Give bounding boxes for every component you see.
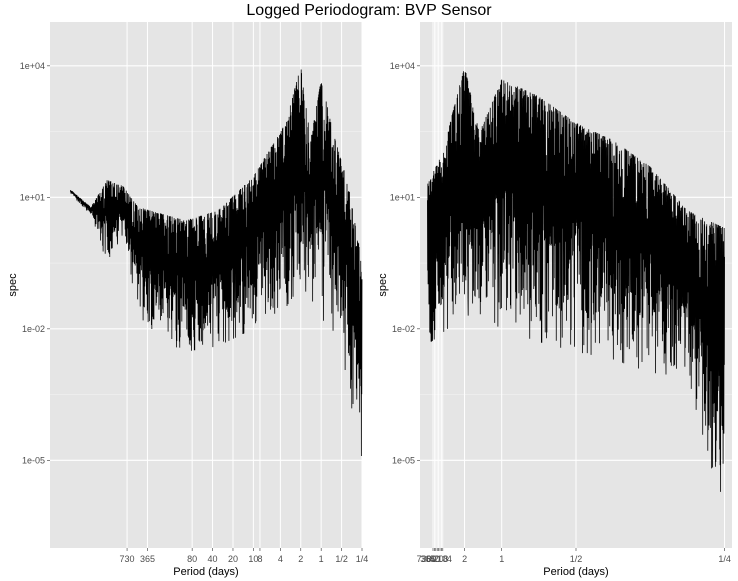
y-tick-label: 1e+01 xyxy=(20,192,45,202)
y-tick-label: 1e-05 xyxy=(392,455,415,465)
y-tick-label: 1e+04 xyxy=(390,61,415,71)
x-tick-label: 2 xyxy=(462,554,467,564)
y-tick-label: 1e-05 xyxy=(22,455,45,465)
y-axis-title: spec xyxy=(7,273,19,297)
x-tick-label: 730 xyxy=(120,554,135,564)
x-axis-title: Period (days) xyxy=(173,566,238,578)
y-tick-label: 1e-02 xyxy=(22,324,45,334)
x-tick-label-overlap: 4 xyxy=(447,554,452,564)
x-tick-label: 1/2 xyxy=(570,554,583,564)
page-title: Logged Periodogram: BVP Sensor xyxy=(246,2,492,19)
x-tick-label-overlap: 20 xyxy=(434,554,444,564)
x-tick-label: 2 xyxy=(298,554,303,564)
y-tick-label: 1e-02 xyxy=(392,324,415,334)
x-tick-label: 1 xyxy=(499,554,504,564)
periodogram-series-line xyxy=(427,71,725,492)
x-tick-label-overlap: 40 xyxy=(430,554,440,564)
x-tick-label-overlap: 8 xyxy=(443,554,448,564)
panel-left: 1e-05 1e-02 1e+01 1e+04 730 365 80 40 20 10 8 4 2 1 1/… xyxy=(7,22,368,578)
x-tick-label: 4 xyxy=(278,554,283,564)
periodogram-series-line xyxy=(70,69,363,456)
x-tick-label: 1/2 xyxy=(335,554,348,564)
y-tick-label: 1e+01 xyxy=(390,192,415,202)
panel-right: 1e-05 1e-02 1e+01 1e+04 2 1 1/2 1/4 730365804020… xyxy=(377,22,732,578)
y-axis-title: spec xyxy=(377,273,389,297)
x-tick-label: 8 xyxy=(257,554,262,564)
y-tick-label: 1e+04 xyxy=(20,61,45,71)
x-tick-label: 80 xyxy=(187,554,197,564)
x-tick-label: 10 xyxy=(248,554,258,564)
x-tick-label: 40 xyxy=(208,554,218,564)
x-tick-label: 20 xyxy=(228,554,238,564)
x-tick-label-overlap: 10 xyxy=(437,554,447,564)
x-tick-label-overlap: 80 xyxy=(426,554,436,564)
x-axis-title: Period (days) xyxy=(543,566,608,578)
x-tick-label-overlap: 730 xyxy=(417,554,432,564)
x-tick-label: 1/4 xyxy=(718,554,731,564)
x-tick-label: 1 xyxy=(319,554,324,564)
x-tick-label: 365 xyxy=(140,554,155,564)
x-tick-label-overlap: 365 xyxy=(420,554,435,564)
x-tick-label: 1/4 xyxy=(356,554,369,564)
